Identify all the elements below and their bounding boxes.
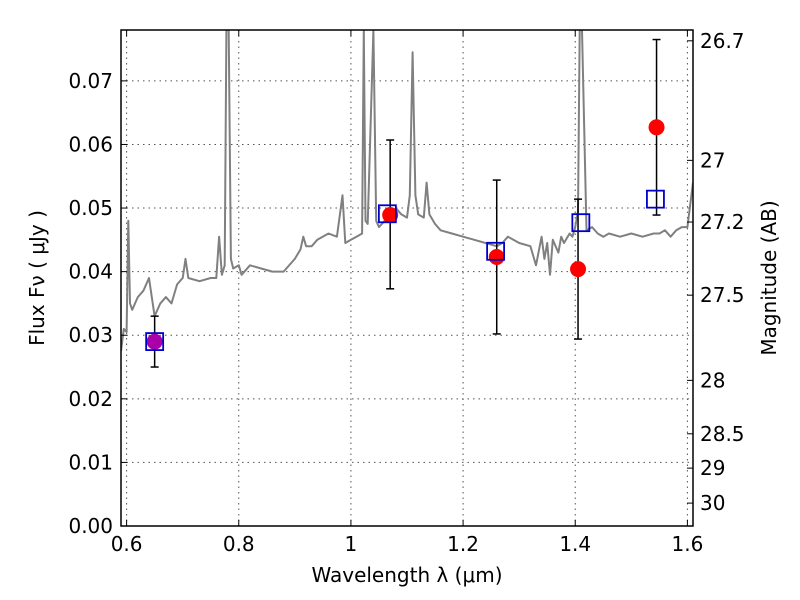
- x-tick-label: 0.6: [111, 532, 143, 556]
- right-axis-ticks: 26.7 27 27.2 27.5 28 28.5 29 30: [687, 29, 745, 515]
- right-tick-label: 28.5: [700, 422, 745, 446]
- model-spectrum-line: [121, 30, 693, 352]
- right-tick-label: 27.5: [700, 283, 745, 307]
- synthetic-point: [486, 241, 506, 261]
- synthetic-point: [571, 213, 591, 233]
- x-tick-label: 1: [345, 532, 358, 556]
- y-tick-label: 0.05: [68, 196, 113, 220]
- plot-frame: [120, 29, 694, 527]
- x-tick-label: 0.8: [223, 532, 255, 556]
- x-axis-title: Wavelength λ (μm): [311, 563, 502, 587]
- y-tick-label: 0.01: [68, 450, 113, 474]
- y-tick-label: 0.07: [68, 69, 113, 93]
- x-tick-label: 1.2: [447, 532, 479, 556]
- right-tick-label: 26.7: [700, 29, 745, 53]
- observed-point: [146, 333, 163, 350]
- y-axis-title: Flux Fν ( μJy ): [25, 210, 49, 346]
- y-axis-ticks: 0.00 0.01 0.02 0.03 0.04 0.05 0.06 0.07: [68, 69, 127, 538]
- synthetic-point: [646, 189, 665, 209]
- right-axis-title: Magnitude (AB): [757, 200, 781, 355]
- x-tick-label: 1.4: [559, 532, 591, 556]
- y-tick-label: 0.06: [68, 132, 113, 156]
- x-axis-ticks: 0.6 0.8 1 1.2 1.4 1.6: [111, 30, 703, 556]
- y-tick-label: 0.03: [68, 323, 113, 347]
- synthetic-photometry-points: [145, 189, 665, 351]
- synthetic-point: [377, 204, 397, 224]
- right-tick-label: 29: [700, 456, 725, 480]
- right-tick-label: 27: [700, 148, 725, 172]
- observed-point: [570, 261, 587, 278]
- y-tick-label: 0.02: [68, 387, 113, 411]
- model-spectrum: [121, 30, 693, 352]
- x-tick-label: 1.6: [671, 532, 703, 556]
- right-tick-label: 28: [700, 368, 725, 392]
- observed-points: [146, 119, 665, 350]
- y-tick-label: 0.04: [68, 260, 113, 284]
- y-tick-label: 0.00: [68, 514, 113, 538]
- observed-point: [488, 249, 505, 266]
- right-tick-label: 30: [700, 491, 725, 515]
- synthetic-point: [145, 332, 165, 351]
- right-tick-label: 27.2: [700, 210, 745, 234]
- observed-point: [648, 119, 665, 136]
- grid: [121, 30, 693, 526]
